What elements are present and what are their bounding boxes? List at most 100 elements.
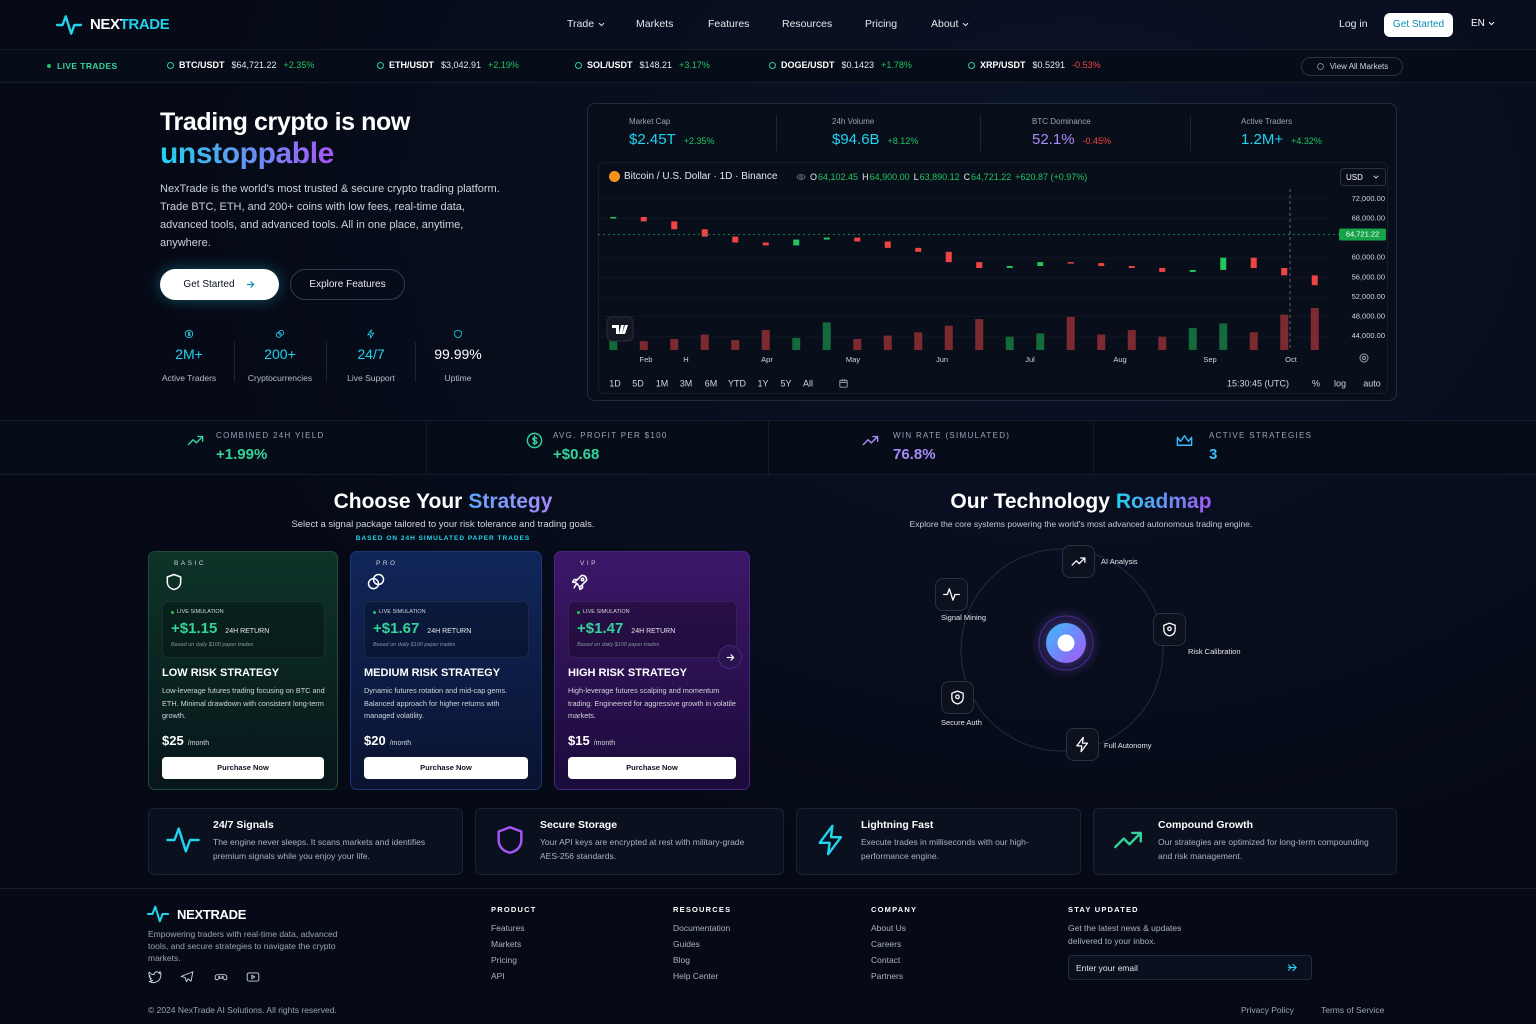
divider	[776, 115, 777, 151]
footer-link[interactable]: Markets	[491, 939, 522, 949]
plan-description: Dynamic futures rotation and mid-cap gem…	[364, 686, 508, 720]
performance-label: AVG. PROFIT PER $100	[553, 431, 668, 440]
login-link[interactable]: Log in	[1339, 18, 1368, 30]
range-button: 1M	[656, 378, 669, 388]
stat-icon	[366, 329, 376, 339]
newsletter-text: Get the latest news & updates delivered …	[1068, 923, 1182, 946]
nav-link[interactable]: Resources	[782, 18, 833, 30]
volume-bar	[1158, 336, 1167, 350]
chart-title: Bitcoin / U.S. Dollar · 1D · Binance	[624, 171, 778, 182]
footer-link[interactable]: Help Center	[673, 971, 719, 981]
ticker-item[interactable]: XRP/USDT $0.5291 -0.53%	[967, 60, 1101, 70]
plan-price: $20	[364, 733, 386, 748]
plan-icon	[366, 572, 386, 592]
next-arrow[interactable]	[718, 645, 742, 669]
legal-link[interactable]: Privacy Policy	[1241, 1005, 1294, 1015]
footer-link[interactable]: Documentation	[673, 923, 731, 933]
candle	[1250, 257, 1257, 268]
chevron	[1487, 19, 1496, 28]
footer-brand: NEXTRADE	[177, 907, 247, 922]
ticker-item[interactable]: DOGE/USDT $0.1423 +1.78%	[768, 60, 912, 70]
candle	[640, 216, 647, 222]
simulation-box: LIVE SIMULATION +$1.15 24H RETURN Based on …	[162, 601, 325, 658]
nav-cta[interactable]: Get Started	[1384, 13, 1453, 37]
nav-link[interactable]: Trade	[567, 18, 595, 30]
volume-bar	[700, 334, 709, 350]
stat-value: 2M+	[175, 346, 203, 362]
pair-price: $0.1423	[841, 60, 875, 70]
plan-period: /month	[593, 740, 616, 747]
pair-icon	[574, 61, 583, 70]
x-tick-label: Jun	[936, 355, 948, 364]
social-icon[interactable]	[180, 970, 194, 984]
feature-icon	[814, 823, 848, 857]
roadmap-title-text: Our Technology	[950, 490, 1110, 513]
purchase-button[interactable]: Purchase Now	[568, 757, 736, 779]
icon	[246, 972, 260, 982]
volume-bar	[1066, 316, 1075, 350]
footer-link[interactable]: Blog	[673, 955, 691, 965]
footer-link[interactable]: Features	[491, 923, 525, 933]
footer-link[interactable]: API	[491, 971, 505, 981]
icon	[454, 329, 462, 339]
feature-description: Our strategies are optimized for long-te…	[1158, 837, 1369, 861]
x-tick-label: Aug	[1113, 355, 1126, 364]
primary-button[interactable]: Get Started	[160, 269, 279, 300]
footer-link[interactable]: Pricing	[491, 955, 517, 965]
icon	[1316, 63, 1324, 70]
purchase-button[interactable]: Purchase Now	[162, 757, 324, 779]
divider	[326, 342, 327, 382]
social-icon[interactable]	[246, 970, 260, 984]
legal-link[interactable]: Terms of Service	[1321, 1005, 1385, 1015]
nav-link[interactable]: Pricing	[865, 18, 898, 30]
footer-heading: COMPANY	[871, 905, 918, 914]
ohlc-key: H	[862, 172, 869, 182]
purchase-button[interactable]: Purchase Now	[364, 757, 528, 779]
range-button: 5Y	[780, 378, 791, 388]
return-row: +$1.67 24H RETURN	[373, 620, 471, 637]
icon	[818, 824, 843, 856]
simulation-badge: LIVE SIMULATION	[373, 609, 426, 615]
roadmap-orbit	[960, 548, 1164, 752]
icon	[963, 22, 969, 26]
language-label: EN	[1471, 18, 1485, 29]
return-row: +$1.47 24H RETURN	[577, 620, 675, 637]
view-all-markets[interactable]: View All Markets	[1301, 57, 1403, 76]
subscribe-button[interactable]	[1287, 961, 1300, 974]
footer-link[interactable]: Guides	[673, 939, 700, 949]
footer-link[interactable]: Careers	[871, 939, 902, 949]
roadmap-node	[941, 681, 974, 714]
email-input[interactable]	[1068, 955, 1312, 980]
ticker-item[interactable]: BTC/USDT $64,721.22 +2.35%	[166, 60, 314, 70]
live-dot	[171, 610, 174, 614]
icon	[1288, 963, 1297, 972]
calendar-icon	[839, 378, 848, 388]
x-tick-label: Sep	[1203, 355, 1216, 364]
nav-link[interactable]: Markets	[636, 18, 674, 30]
market-stat-label: Market Cap	[629, 117, 671, 126]
ohlc-value: 63,890.12	[919, 172, 960, 182]
market-stat-change: +8.12%	[887, 136, 919, 146]
social-icon[interactable]	[214, 970, 228, 984]
pair-change: +2.19%	[488, 60, 519, 70]
nav-link[interactable]: About	[931, 18, 959, 30]
plan-tier: VIP	[580, 560, 598, 567]
feature-description: Execute trades in milliseconds with our …	[861, 837, 1029, 861]
ticker-item[interactable]: SOL/USDT $148.21 +3.17%	[574, 60, 710, 70]
ticker-item[interactable]: ETH/USDT $3,042.91 +2.19%	[376, 60, 519, 70]
language[interactable]: EN	[1471, 18, 1496, 29]
price-chart: 44,000.00 48,000.00 52,000.00 56,000.00 60,0…	[598, 189, 1386, 388]
currency-select[interactable]: USD	[1340, 168, 1386, 186]
footer-heading: PRODUCT	[491, 905, 537, 914]
icon	[951, 690, 964, 705]
secondary-button[interactable]: Explore Features	[290, 269, 405, 300]
footer-link[interactable]: Contact	[871, 955, 901, 965]
nav-link[interactable]: Features	[708, 18, 750, 30]
footer-link[interactable]: Partners	[871, 971, 904, 981]
plan-period: /month	[187, 740, 210, 747]
icon	[187, 435, 204, 446]
social-icon[interactable]	[148, 970, 162, 984]
volume-bar	[1036, 333, 1045, 350]
footer-logo-icon	[147, 903, 169, 925]
footer-link[interactable]: About Us	[871, 923, 906, 933]
